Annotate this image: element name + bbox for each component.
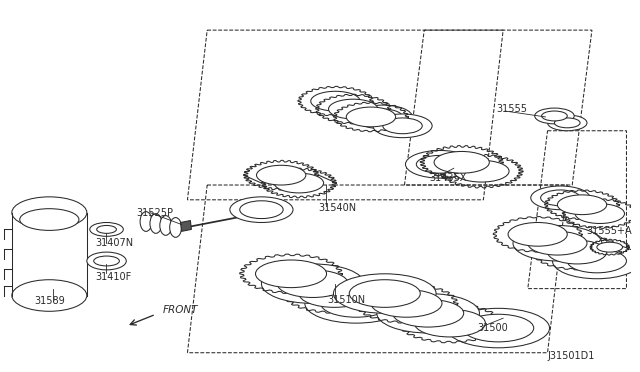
Polygon shape — [180, 221, 191, 231]
Ellipse shape — [140, 212, 152, 231]
Ellipse shape — [93, 256, 120, 266]
Ellipse shape — [508, 222, 567, 246]
Ellipse shape — [20, 209, 79, 230]
Ellipse shape — [567, 249, 627, 273]
Ellipse shape — [261, 264, 364, 304]
Ellipse shape — [575, 204, 625, 224]
Ellipse shape — [230, 197, 293, 222]
Ellipse shape — [528, 231, 587, 255]
Ellipse shape — [160, 216, 172, 235]
Ellipse shape — [406, 151, 474, 178]
Ellipse shape — [393, 299, 464, 327]
Text: 31540N: 31540N — [319, 203, 356, 213]
Ellipse shape — [434, 151, 490, 173]
Ellipse shape — [97, 225, 116, 233]
Ellipse shape — [12, 197, 87, 228]
Ellipse shape — [454, 160, 509, 182]
Text: 31500: 31500 — [477, 323, 508, 333]
Ellipse shape — [299, 280, 370, 307]
Ellipse shape — [363, 109, 403, 125]
Ellipse shape — [353, 105, 412, 129]
Ellipse shape — [373, 114, 432, 138]
Ellipse shape — [87, 252, 126, 270]
Ellipse shape — [554, 118, 580, 128]
Ellipse shape — [531, 186, 590, 210]
Text: 31410F: 31410F — [96, 272, 132, 282]
Ellipse shape — [328, 99, 378, 119]
Ellipse shape — [277, 270, 348, 298]
Ellipse shape — [541, 111, 567, 121]
Ellipse shape — [447, 308, 550, 348]
Ellipse shape — [548, 240, 607, 264]
Ellipse shape — [541, 190, 580, 206]
Ellipse shape — [513, 225, 602, 261]
Ellipse shape — [321, 289, 392, 317]
Ellipse shape — [548, 115, 587, 131]
Ellipse shape — [417, 155, 464, 173]
Text: 31525P: 31525P — [136, 208, 173, 218]
Ellipse shape — [170, 218, 182, 237]
Ellipse shape — [305, 284, 408, 323]
Ellipse shape — [311, 91, 360, 111]
Text: FRONT: FRONT — [163, 305, 198, 315]
Ellipse shape — [346, 107, 396, 127]
Ellipse shape — [240, 201, 283, 219]
Ellipse shape — [12, 280, 87, 311]
Text: 31510N: 31510N — [328, 295, 365, 305]
Ellipse shape — [552, 243, 640, 279]
Text: 31435X: 31435X — [429, 173, 467, 183]
Ellipse shape — [257, 165, 306, 185]
Ellipse shape — [90, 222, 124, 236]
Ellipse shape — [534, 108, 574, 124]
Ellipse shape — [371, 289, 442, 317]
Ellipse shape — [255, 260, 326, 288]
Ellipse shape — [597, 242, 623, 252]
Ellipse shape — [349, 280, 420, 307]
Text: J31501D1: J31501D1 — [548, 351, 595, 361]
Text: 31589: 31589 — [35, 296, 65, 307]
Text: 31407N: 31407N — [96, 238, 134, 248]
Ellipse shape — [414, 310, 485, 337]
Ellipse shape — [275, 173, 324, 193]
Ellipse shape — [557, 195, 607, 215]
Ellipse shape — [383, 118, 422, 134]
Text: 31555: 31555 — [496, 104, 527, 114]
Ellipse shape — [377, 294, 479, 333]
Ellipse shape — [150, 214, 162, 233]
Text: 31555+A: 31555+A — [586, 227, 632, 236]
Ellipse shape — [463, 314, 534, 342]
Ellipse shape — [333, 274, 436, 313]
